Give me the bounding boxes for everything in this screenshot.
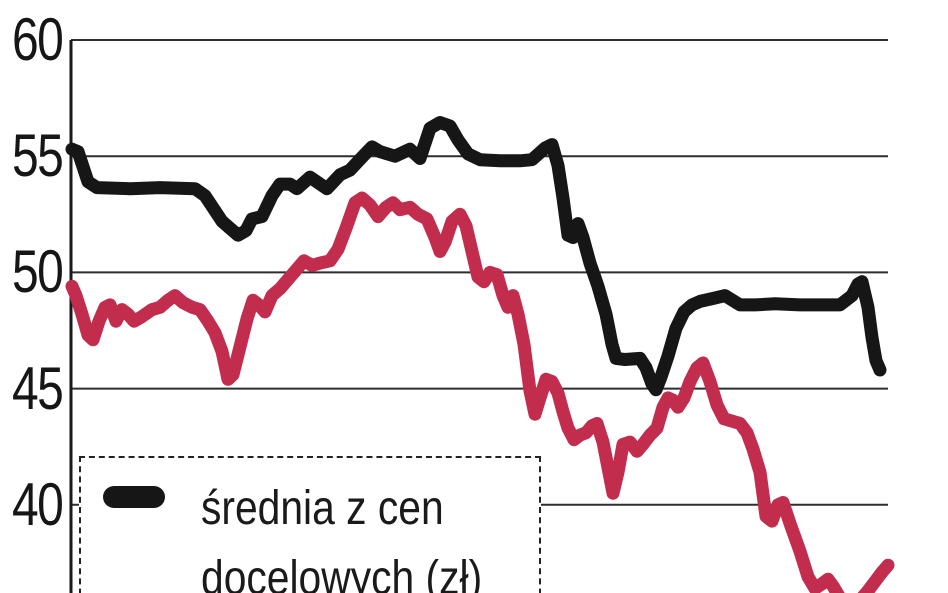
- legend-label: średnia z cen docelowych (zł): [201, 474, 482, 593]
- y-tick-label: 35: [12, 591, 64, 593]
- legend-label-line1: średnia z cen: [201, 482, 444, 535]
- y-tick-label: 40: [12, 470, 64, 538]
- legend-box: średnia z cen docelowych (zł): [79, 456, 541, 593]
- legend-label-line2: docelowych (zł): [201, 551, 483, 593]
- y-tick-label: 55: [12, 122, 64, 190]
- y-tick-label: 50: [12, 238, 64, 306]
- legend-line-marker: [103, 486, 165, 508]
- y-tick-label: 60: [12, 6, 64, 73]
- y-tick-label: 45: [12, 354, 64, 422]
